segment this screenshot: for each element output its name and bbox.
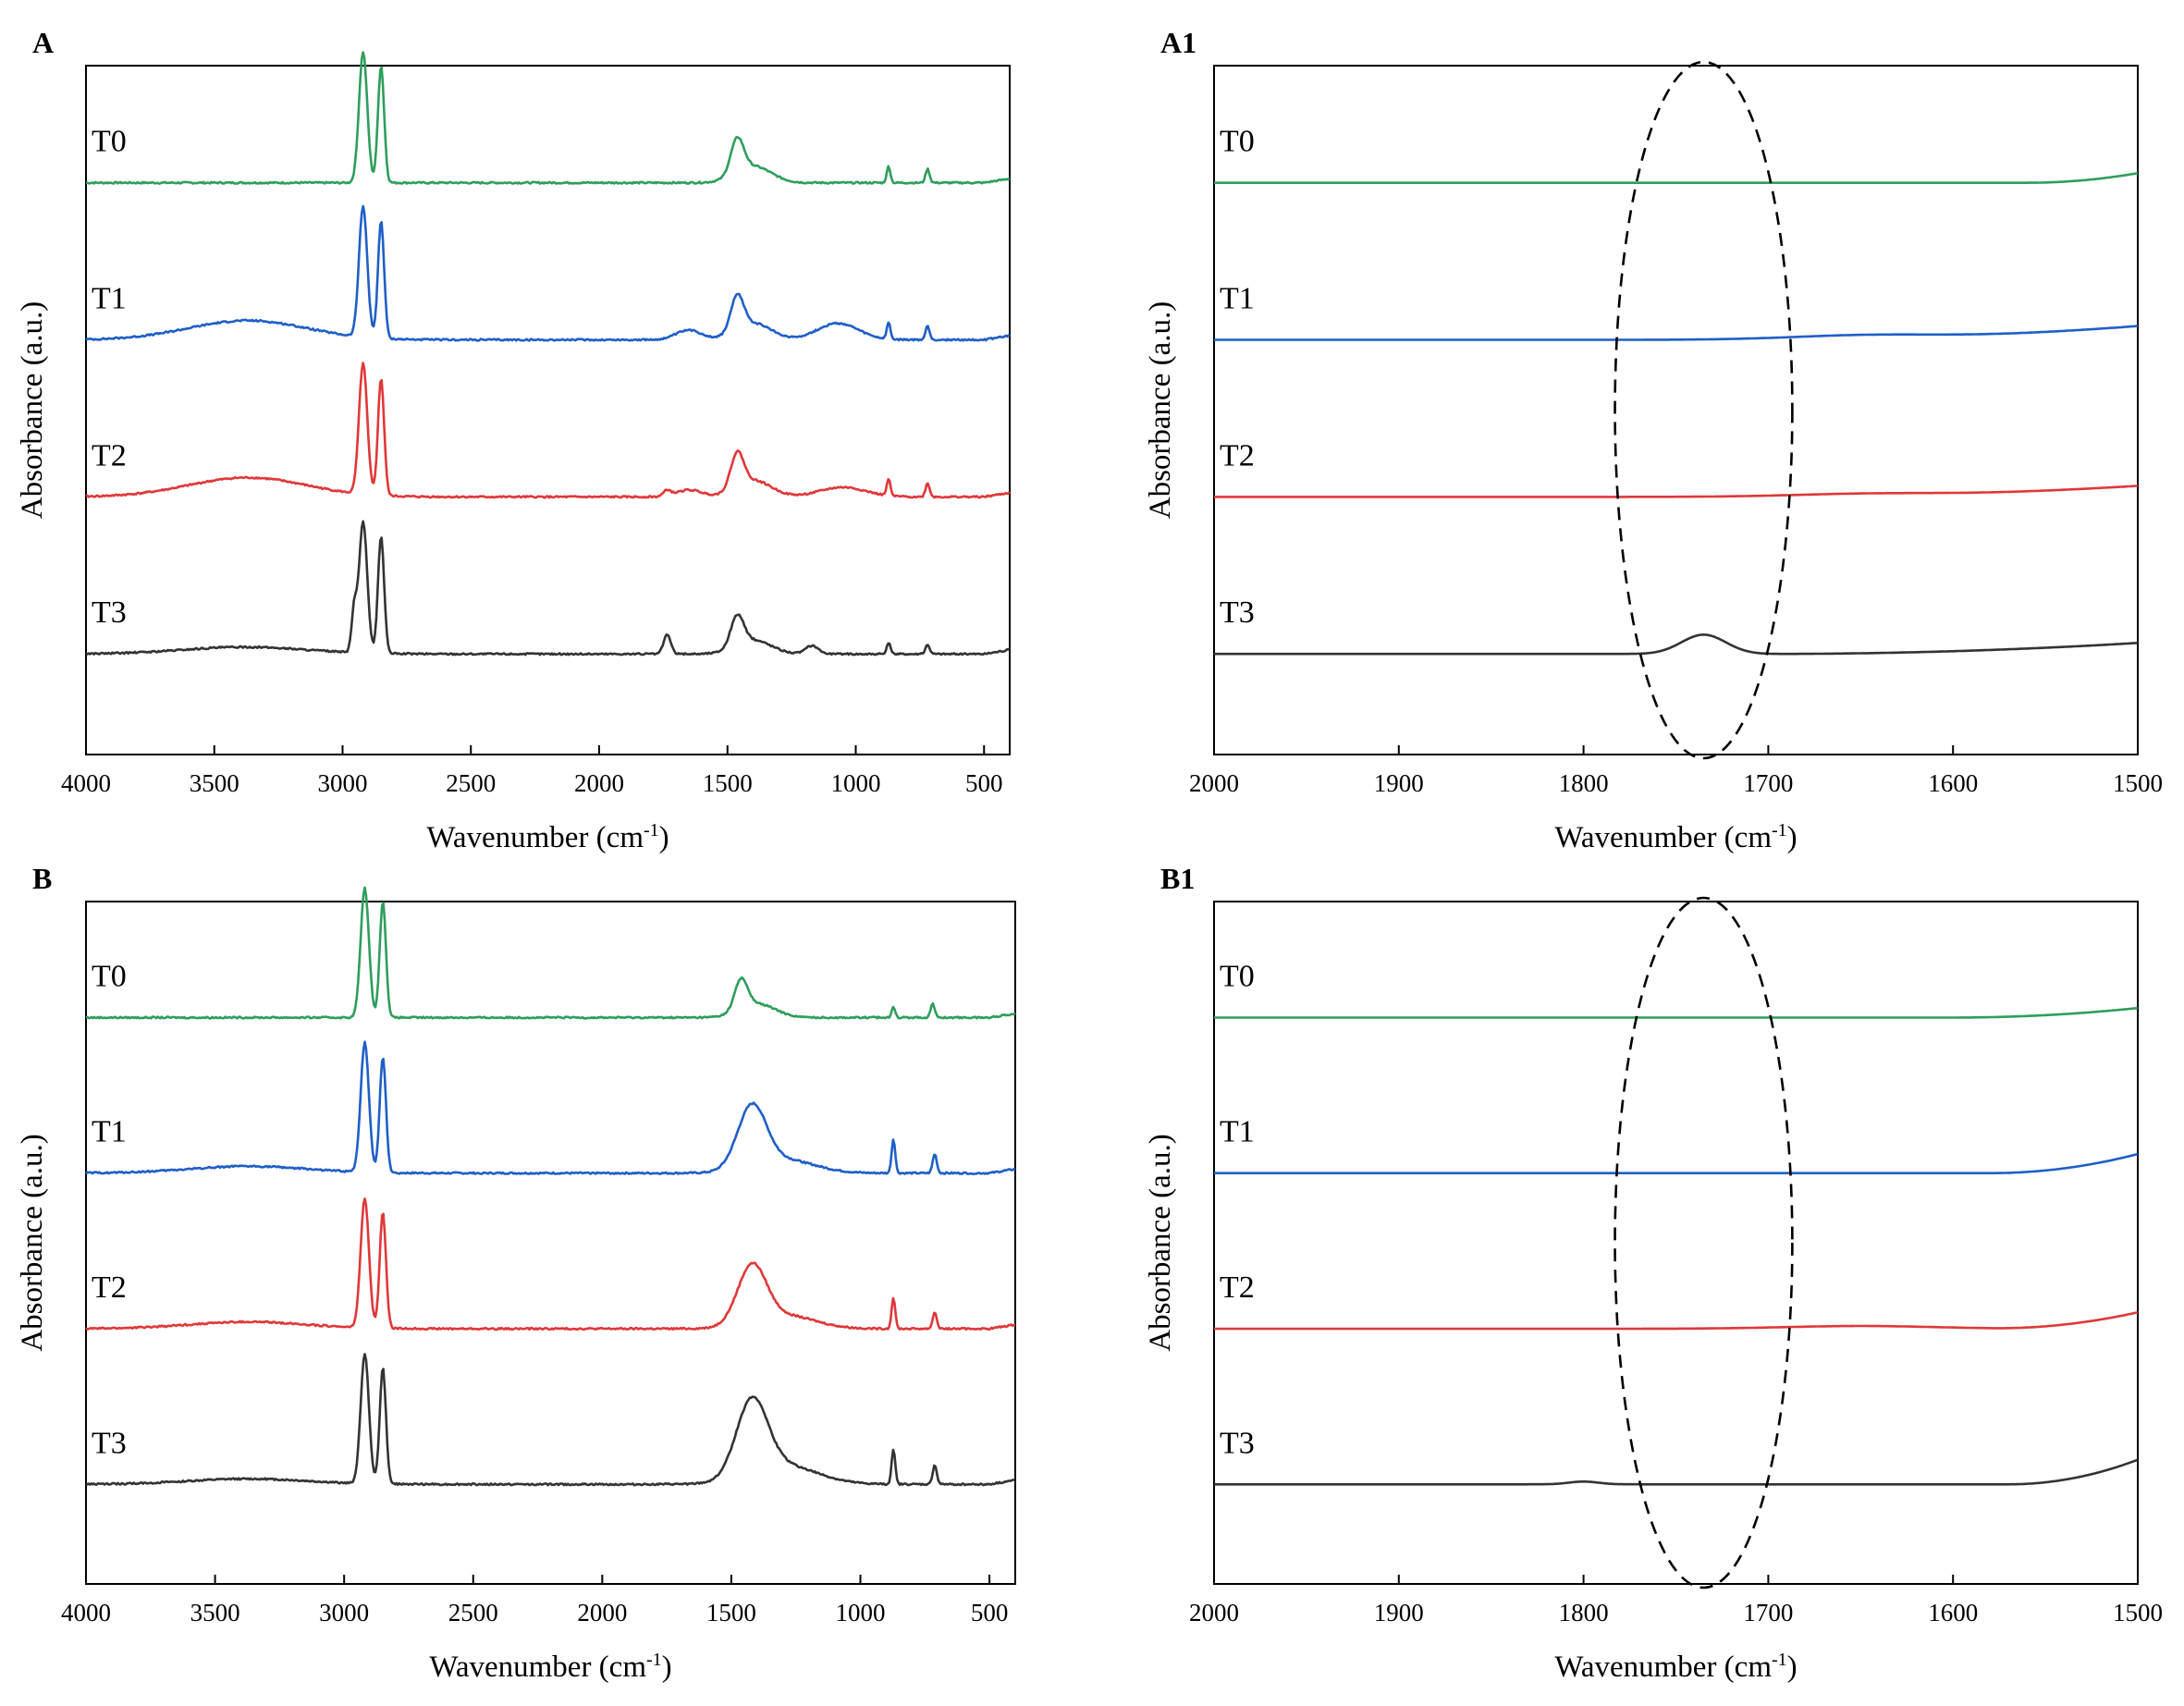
panel-letter: B: [32, 862, 52, 895]
x-tick-label: 500: [965, 769, 1003, 797]
plot-frame: [1213, 65, 2139, 755]
panel-letter: B1: [1160, 862, 1195, 895]
x-tick-label: 1500: [706, 1599, 756, 1626]
x-tick-label: 3500: [190, 769, 239, 797]
series-line-t3: [1214, 633, 2139, 656]
x-axis-title: Wavenumber (cm-1): [426, 820, 669, 854]
series-label-t2: T2: [1220, 438, 1255, 473]
plot-frame: [85, 901, 1016, 1585]
series-label-t2: T2: [92, 438, 127, 473]
series-label-t0: T0: [1220, 125, 1255, 159]
x-tick-label: 4000: [61, 1599, 111, 1626]
series-line-t0: [85, 886, 1016, 1020]
series-label-t1: T1: [92, 1115, 127, 1149]
panel-letter: A: [32, 26, 54, 59]
series-line-t3: [85, 520, 1011, 657]
series-line-t0: [1214, 1006, 2139, 1019]
x-tick-label: 1000: [831, 769, 881, 797]
x-tick-label: 3000: [318, 769, 368, 797]
series-line-t1: [85, 1040, 1016, 1175]
series-label-t1: T1: [1220, 282, 1255, 316]
x-tick-label: 500: [971, 1599, 1009, 1626]
series-label-t3: T3: [92, 1426, 127, 1460]
series-line-t2: [85, 1197, 1016, 1332]
x-axis-title: Wavenumber (cm-1): [429, 1650, 671, 1684]
panel-a1: A1 2000 1900 1800 1700 1600 1500 Wavenumber (cm…: [1144, 26, 2163, 854]
x-tick-label: 1900: [1374, 1599, 1424, 1626]
x-tick-label: 1600: [1928, 1599, 1978, 1626]
y-axis-title: Absorbance (a.u.): [1144, 301, 1177, 519]
x-tick-label: 3000: [319, 1599, 369, 1626]
series-label-t3: T3: [92, 595, 127, 630]
panel-b1: B1 2000 1900 1800 1700 1600 1500 Wavenumber (cm…: [1144, 862, 2163, 1684]
x-tick-label: 2500: [448, 1599, 498, 1626]
x-tick-label: 4000: [61, 769, 111, 797]
highlight-ellipse: [1613, 60, 1794, 760]
highlight-ellipse: [1613, 896, 1794, 1589]
series-line-t1: [1214, 325, 2139, 341]
series-label-t0: T0: [92, 125, 127, 159]
series-label-t0: T0: [92, 959, 127, 993]
series-line-t3: [1214, 1458, 2139, 1486]
series-label-t3: T3: [1220, 595, 1255, 630]
x-tick-label: 1600: [1928, 769, 1978, 797]
x-tick-label: 1800: [1559, 1599, 1609, 1626]
x-tick-label: 1500: [703, 769, 753, 797]
series-line-t1: [85, 204, 1011, 342]
x-tick-label: 1700: [1743, 769, 1793, 797]
x-tick-label: 3500: [190, 1599, 240, 1626]
panel-letter: A1: [1160, 26, 1196, 59]
x-tick-label: 2000: [577, 1599, 627, 1626]
x-tick-label: 2000: [1189, 1599, 1239, 1626]
x-tick-label: 2000: [1189, 769, 1239, 797]
series-label-t3: T3: [1220, 1426, 1255, 1460]
panel-b: B 4000 3500 3000 2500 2000 1500 1000 500 Wavenumb…: [16, 862, 1016, 1684]
x-tick-label: 1800: [1559, 769, 1609, 797]
series-label-t1: T1: [92, 282, 127, 316]
series-line-t1: [1214, 1152, 2139, 1174]
series-label-t2: T2: [1220, 1270, 1255, 1305]
x-tick-label: 2500: [446, 769, 496, 797]
series-label-t2: T2: [92, 1270, 127, 1305]
x-tick-label: 1500: [2113, 1599, 2163, 1626]
plot-frame: [1213, 901, 2139, 1585]
series-label-t1: T1: [1220, 1115, 1255, 1149]
series-line-t2: [85, 362, 1011, 499]
y-axis-title: Absorbance (a.u.): [1144, 1134, 1177, 1351]
x-tick-label: 1700: [1743, 1599, 1793, 1626]
series-line-t0: [1214, 171, 2139, 184]
series-line-t2: [1214, 1311, 2139, 1331]
series-label-t0: T0: [1220, 959, 1255, 993]
series-line-t3: [85, 1353, 1015, 1487]
x-tick-label: 1900: [1374, 769, 1424, 797]
x-axis-title: Wavenumber (cm-1): [1554, 820, 1797, 854]
x-tick-label: 1000: [836, 1599, 886, 1626]
series-line-t2: [1214, 485, 2139, 498]
plot-frame: [85, 65, 1011, 755]
x-tick-label: 2000: [574, 769, 624, 797]
x-axis-title: Wavenumber (cm-1): [1554, 1650, 1797, 1684]
y-axis-title: Absorbance (a.u.): [16, 301, 49, 519]
x-tick-label: 1500: [2113, 769, 2163, 797]
panel-a: A 4000 3500 3000 2500 2000 1500 1000 500 Wavenumb…: [16, 26, 1011, 854]
y-axis-title: Absorbance (a.u.): [16, 1134, 49, 1351]
series-line-t0: [85, 51, 1011, 185]
